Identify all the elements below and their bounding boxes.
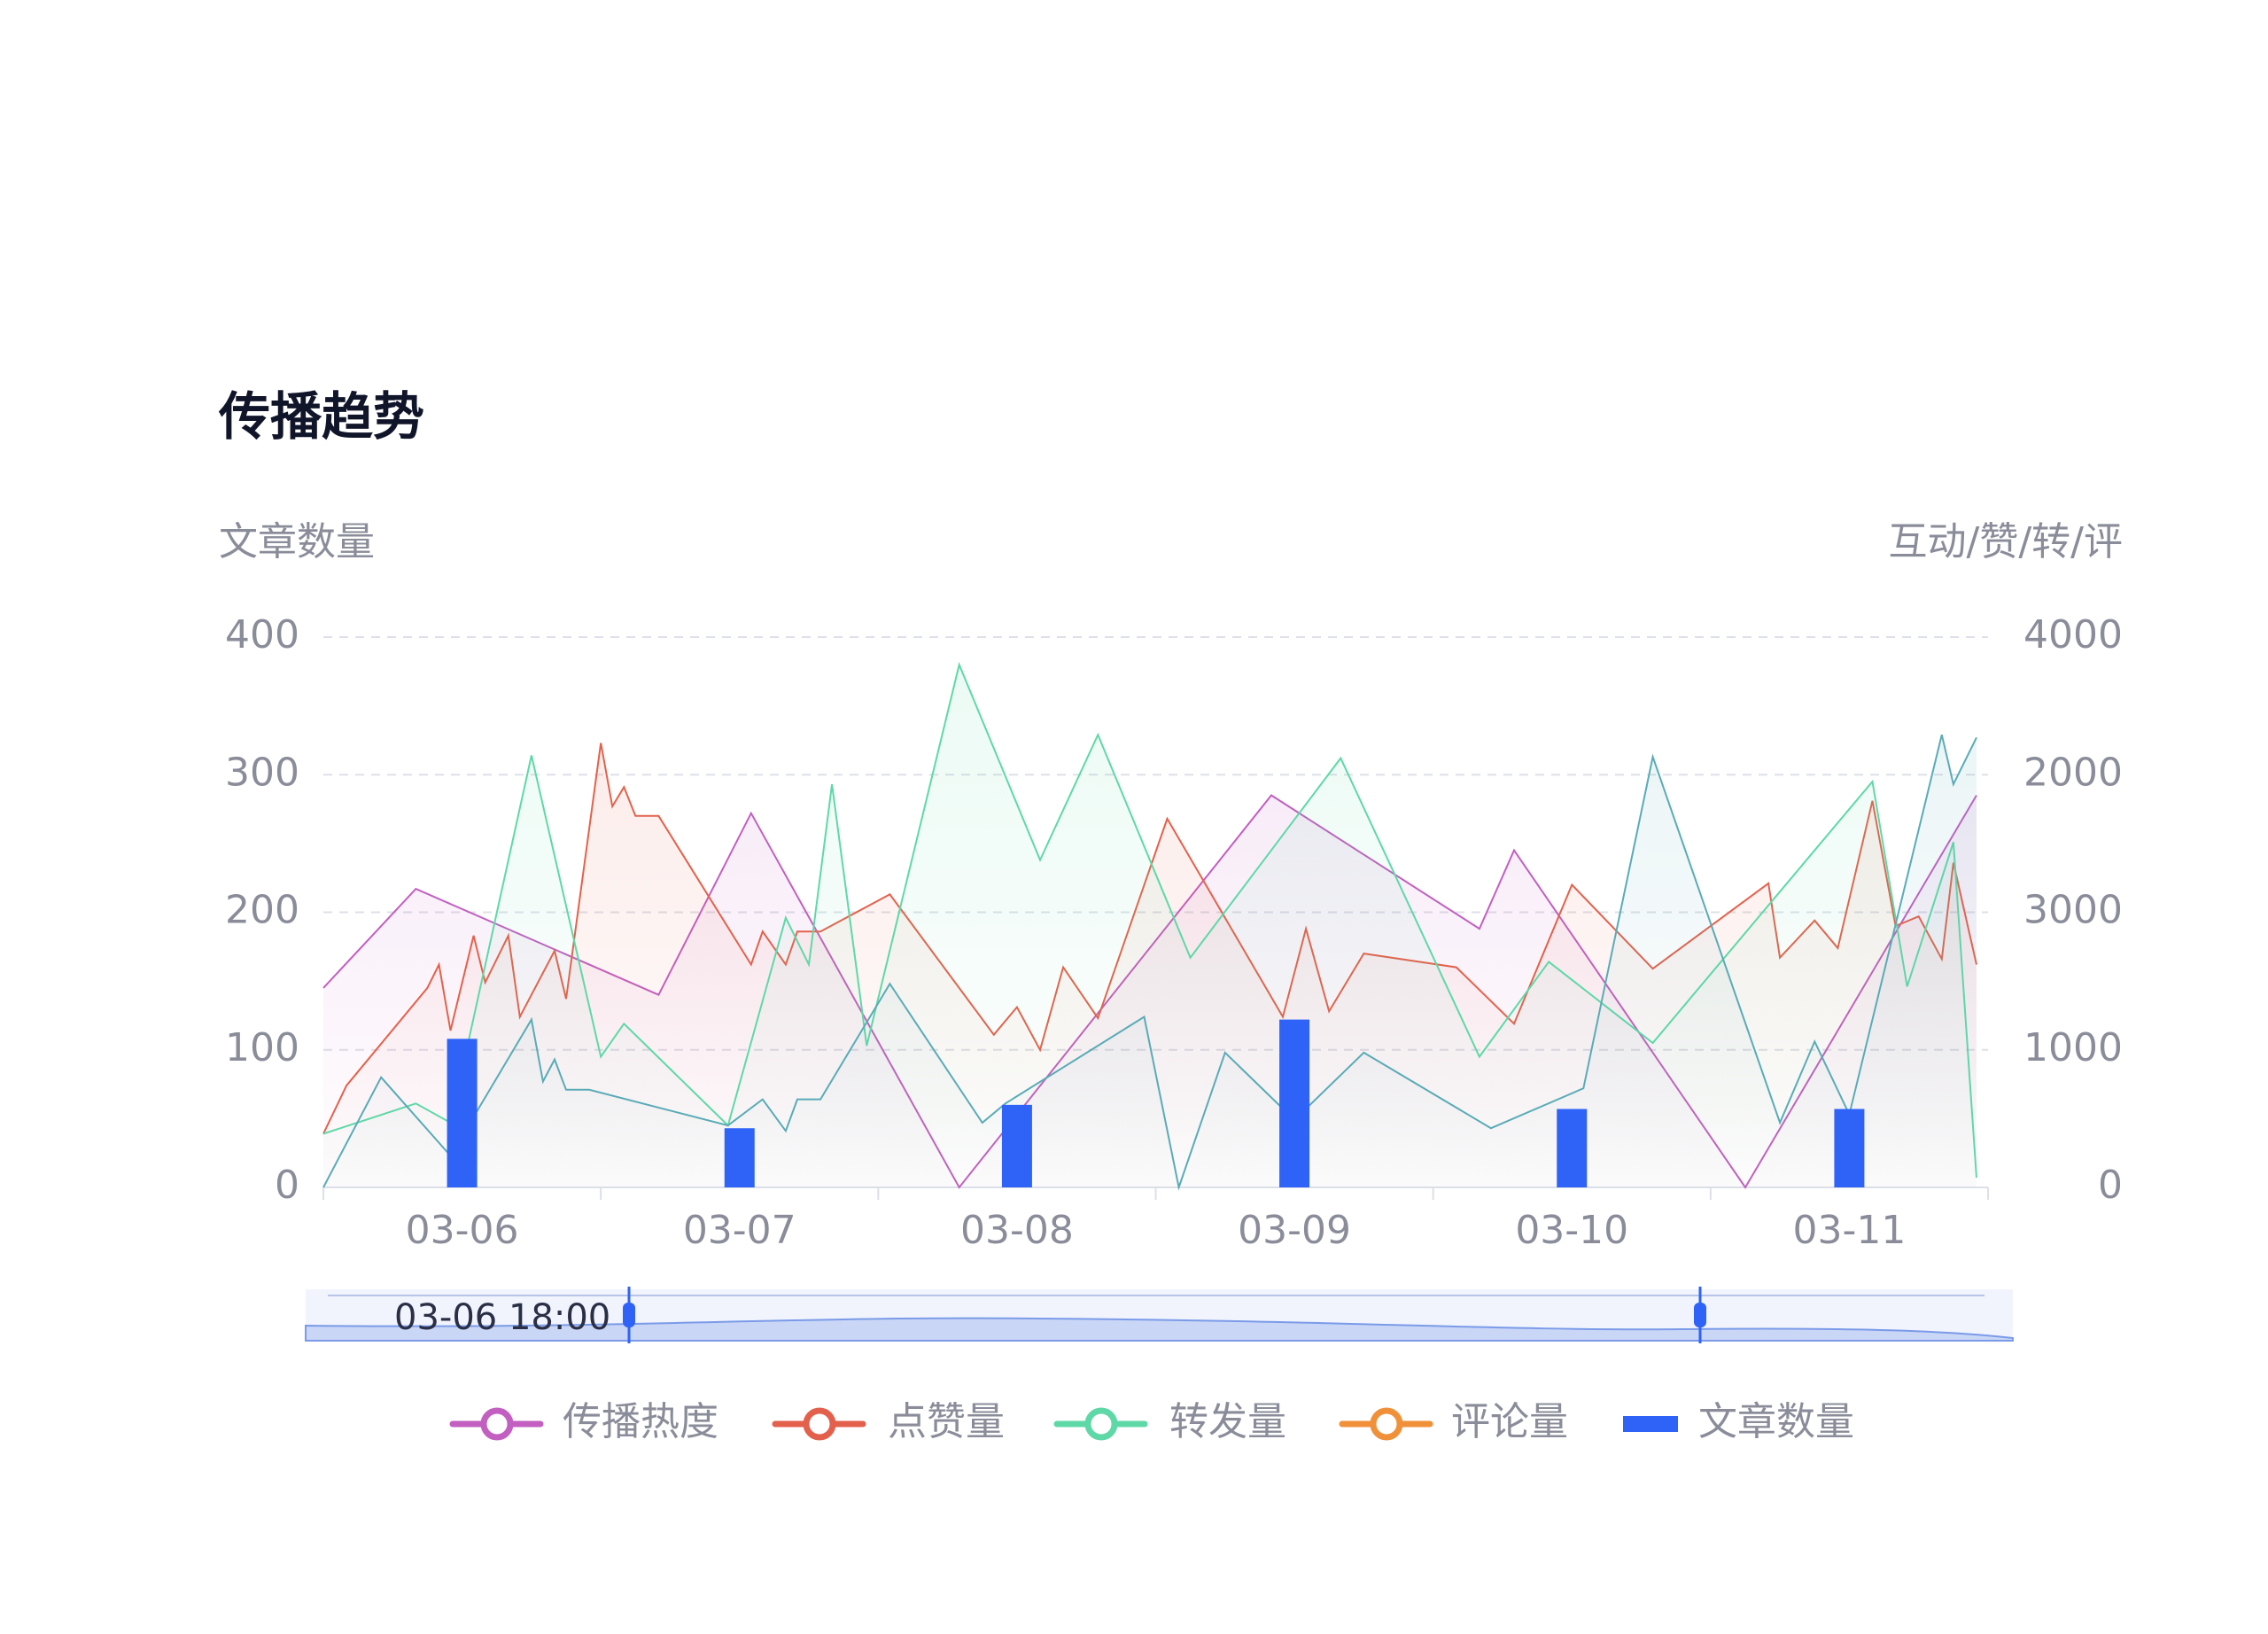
- x-tick-label: 03-09: [1238, 1208, 1351, 1253]
- legend-item[interactable]: 评论量: [1339, 1399, 1568, 1444]
- legend-marker: [480, 1407, 514, 1441]
- area: [323, 665, 1977, 1187]
- datazoom-preview: [305, 1317, 2014, 1342]
- y2-tick-label: 0: [2098, 1163, 2123, 1208]
- bar: [1557, 1109, 1588, 1187]
- legend-item[interactable]: 文章数量: [1623, 1399, 1854, 1444]
- y2-tick-label: 2000: [2023, 750, 2123, 795]
- legend-marker: [1370, 1407, 1403, 1441]
- y2-tick-label: 1000: [2023, 1025, 2123, 1070]
- legend-label: 文章数量: [1698, 1399, 1854, 1444]
- legend-label: 评论量: [1451, 1399, 1568, 1444]
- legend-item[interactable]: 转发量: [1053, 1399, 1286, 1444]
- datazoom-handle[interactable]: [1694, 1287, 1706, 1343]
- x-tick-label: 03-08: [960, 1208, 1074, 1253]
- y-tick-label: 400: [225, 612, 299, 657]
- bar: [1834, 1109, 1865, 1187]
- bar: [1001, 1104, 1032, 1187]
- y2-axis-title: 互动/赞/转/评: [1889, 519, 2123, 564]
- datazoom-handle[interactable]: [623, 1287, 635, 1343]
- y2-tick-label: 3000: [2023, 888, 2123, 933]
- datazoom-label: 03-06 18:00: [394, 1297, 610, 1338]
- legend-item[interactable]: 点赞量: [772, 1399, 1005, 1444]
- legend-item[interactable]: 传播热度: [449, 1399, 718, 1444]
- bar: [1279, 1019, 1310, 1187]
- line: [322, 734, 1977, 1191]
- x-tick-label: 03-07: [683, 1208, 796, 1253]
- y-axis-title: 文章数量: [219, 519, 375, 564]
- legend-marker: [803, 1407, 836, 1441]
- bar: [447, 1039, 478, 1187]
- x-tick-label: 03-11: [1792, 1208, 1906, 1253]
- bar: [724, 1128, 755, 1187]
- legend-marker: [1084, 1407, 1118, 1441]
- y-tick-label: 300: [225, 750, 299, 795]
- chart-title: 传播趋势: [218, 386, 424, 447]
- legend-label: 点赞量: [888, 1399, 1005, 1444]
- legend-marker: [1623, 1416, 1678, 1432]
- y-tick-label: 100: [225, 1025, 299, 1070]
- x-tick-label: 03-10: [1515, 1208, 1628, 1253]
- area: [323, 735, 1977, 1187]
- line: [322, 661, 1977, 1179]
- legend-label: 传播热度: [563, 1399, 718, 1444]
- legend-label: 转发量: [1169, 1399, 1286, 1444]
- y-tick-label: 0: [275, 1163, 299, 1208]
- y2-tick-label: 4000: [2023, 612, 2123, 657]
- y-tick-label: 200: [225, 888, 299, 933]
- x-tick-label: 03-06: [406, 1208, 519, 1253]
